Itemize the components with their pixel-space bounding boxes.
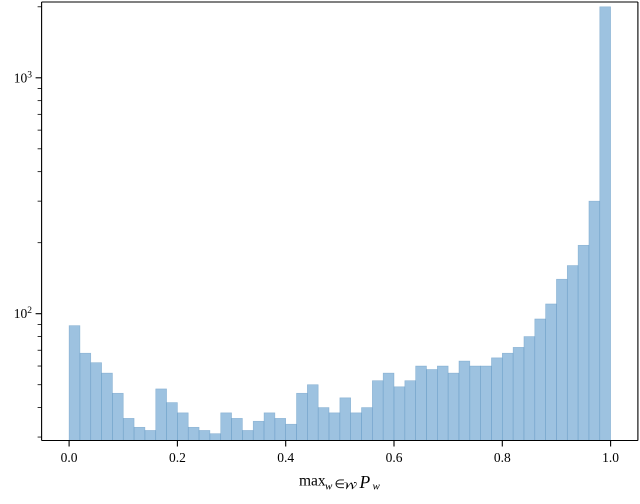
svg-text:P: P [359,472,371,492]
svg-text:w: w [325,481,333,493]
svg-text:0.2: 0.2 [169,450,186,465]
svg-text:1.0: 1.0 [602,450,619,465]
svg-text:∈: ∈ [335,477,345,491]
svg-text:0.6: 0.6 [386,450,403,465]
svg-text:102: 102 [14,306,33,321]
svg-text:0.4: 0.4 [277,450,294,465]
svg-text:0.8: 0.8 [494,450,511,465]
svg-text:103: 103 [14,70,33,85]
svg-text:w: w [373,481,381,493]
svg-text:max: max [299,473,326,490]
svg-text:0.0: 0.0 [61,450,78,465]
